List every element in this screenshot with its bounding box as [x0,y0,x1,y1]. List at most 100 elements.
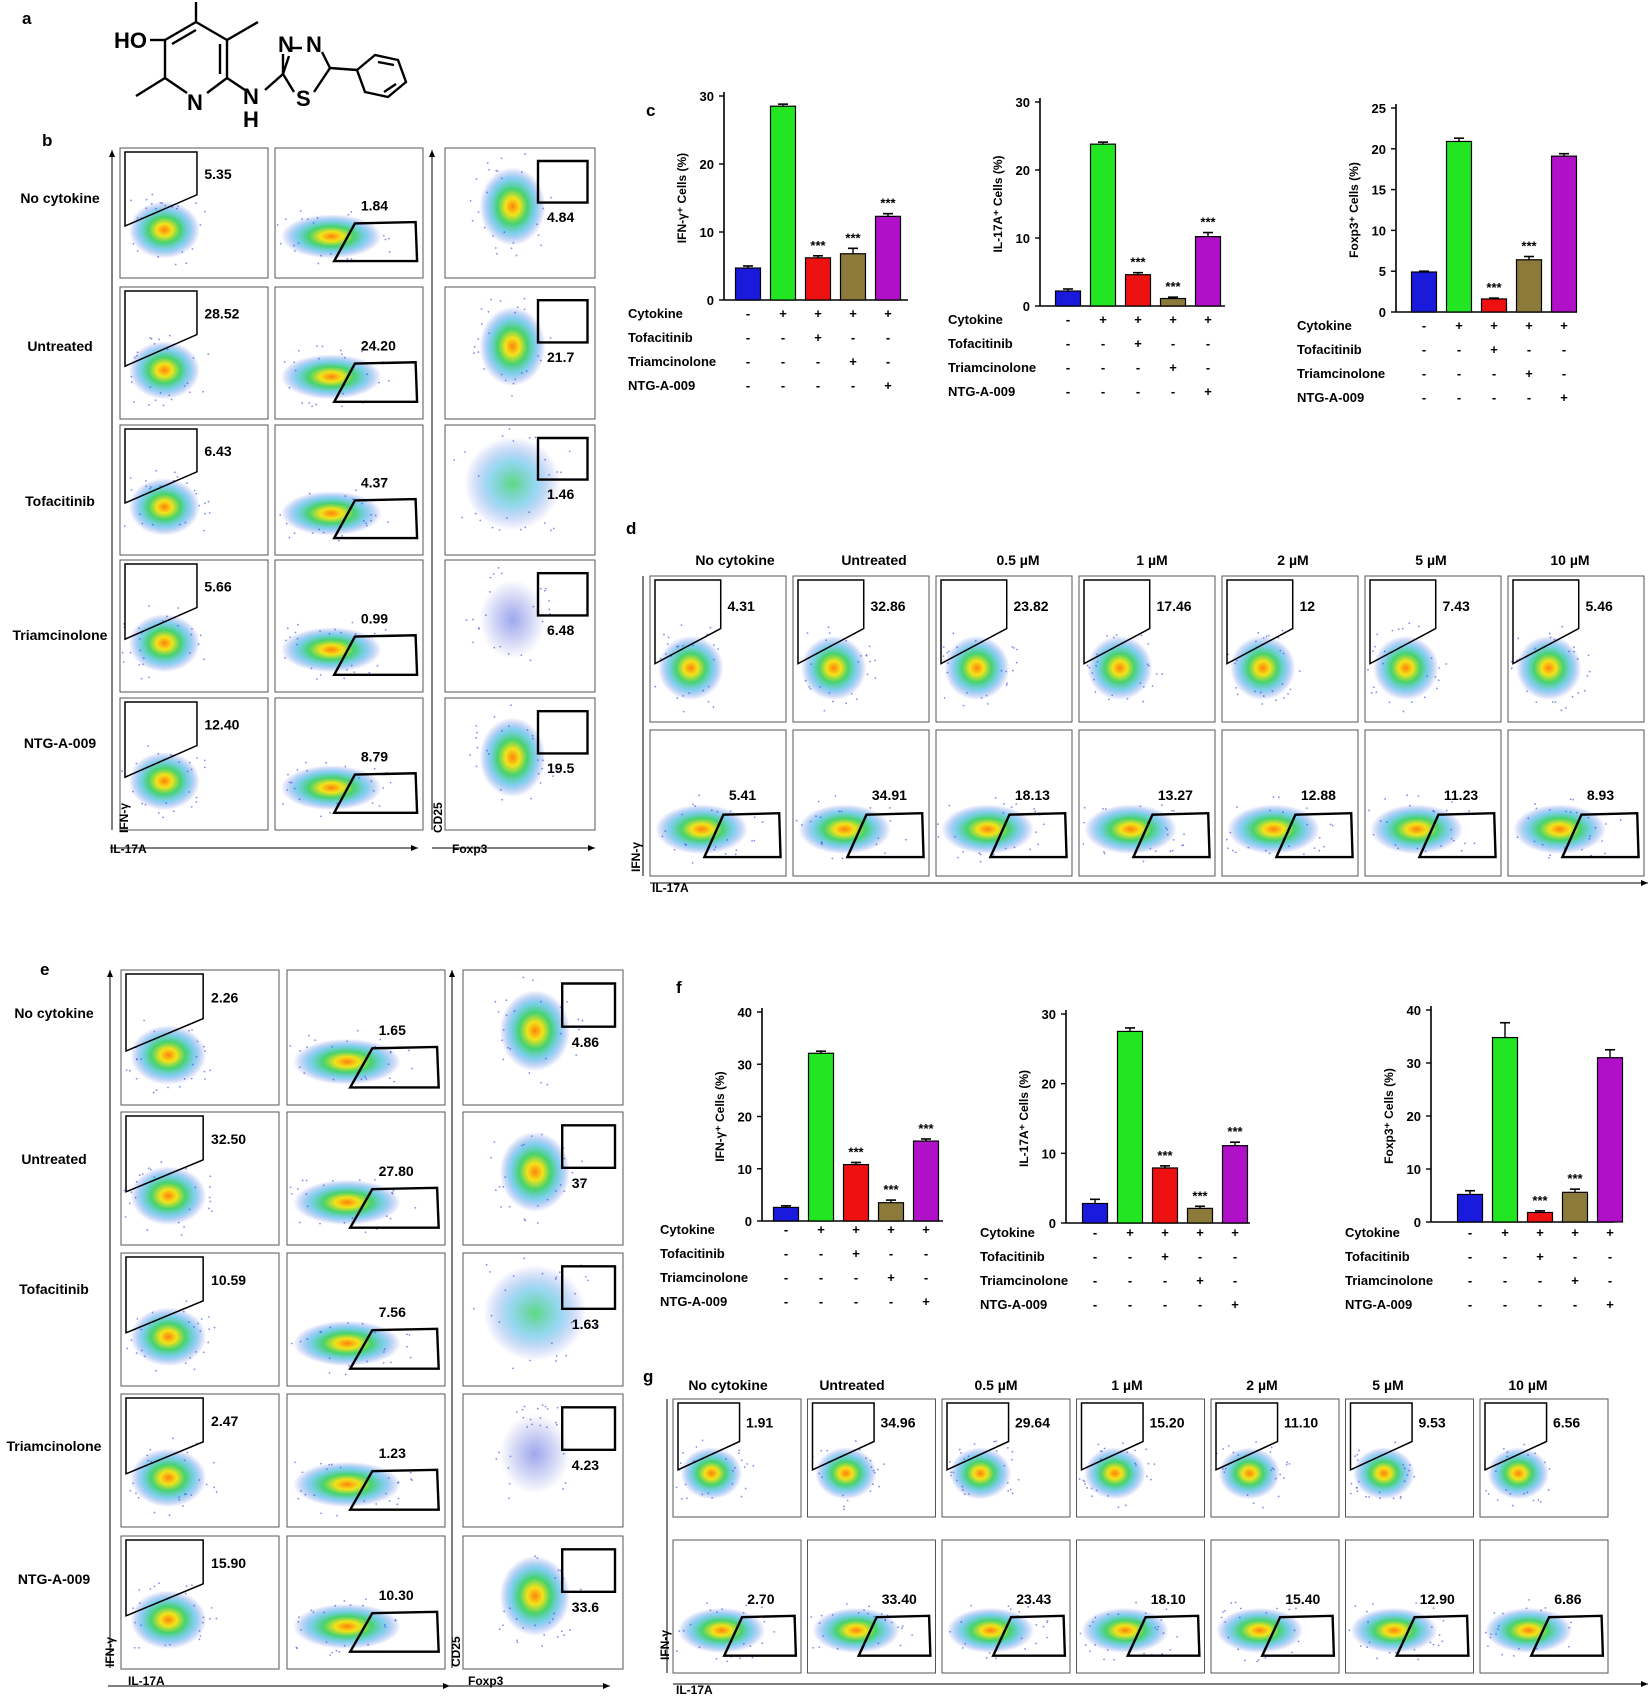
y-tick-label: 0 [1414,1215,1421,1230]
event-dot [471,219,474,222]
treatment-sign: + [814,306,822,321]
event-dot [502,1028,505,1031]
event-dot [817,800,820,803]
gate-percentage: 1.63 [572,1316,599,1332]
event-dot [305,1179,308,1182]
event-dot [1103,1447,1106,1450]
event-dot [162,816,164,819]
cell-density-cloud [128,478,200,536]
event-dot [158,1582,161,1585]
event-dot [1535,807,1538,810]
event-dot [148,404,150,406]
event-dot [204,512,206,515]
event-dot [138,1602,141,1605]
event-dot [1094,1644,1097,1646]
event-dot [963,1458,966,1460]
treatment-sign: - [1492,390,1496,405]
event-dot [673,848,676,851]
event-dot [724,853,727,855]
event-dot [995,1450,998,1452]
event-dot [1270,1446,1273,1449]
event-dot [707,685,710,688]
event-dot [294,1461,296,1464]
event-dot [184,1592,187,1595]
event-dot [299,1340,302,1343]
event-dot [1117,1506,1120,1509]
treatment-sign: + [1169,360,1177,375]
bar [874,215,902,301]
event-dot [500,572,503,575]
gate-percentage: 0.99 [361,610,388,626]
event-dot [195,202,197,205]
event-dot [296,1647,298,1650]
gate-percentage: 29.64 [1015,1414,1050,1430]
event-dot [208,511,211,514]
event-dot [1003,1464,1006,1467]
event-dot [809,820,812,823]
event-dot [297,1620,300,1623]
event-dot [1594,826,1597,829]
event-dot [1232,1451,1235,1454]
event-dot [1490,1633,1492,1636]
event-dot [502,1624,505,1627]
event-dot [1323,845,1325,848]
treatment-sign: + [852,1222,860,1237]
event-dot [492,573,495,575]
event-dot [846,1499,849,1502]
event-dot [145,207,148,210]
event-dot [905,838,907,841]
event-dot [1033,807,1036,810]
event-dot [1372,686,1375,689]
gate [561,1265,617,1311]
event-dot [831,857,834,860]
event-dot [184,1362,187,1365]
gate-percentage: 37 [572,1175,588,1191]
event-dot [511,1367,514,1370]
event-dot [1386,821,1388,823]
event-dot [1489,1636,1492,1639]
event-dot [845,1603,848,1605]
event-dot [191,1063,194,1066]
event-dot [1416,847,1419,850]
event-dot [1506,1455,1509,1458]
event-dot [1452,839,1455,842]
event-dot [519,528,522,531]
event-dot [1394,1651,1397,1654]
event-dot [550,196,552,199]
event-dot [967,1455,970,1458]
event-dot [306,769,309,772]
event-dot [320,254,322,257]
event-dot [1375,691,1378,694]
event-dot [508,1482,511,1485]
gate [991,1614,1067,1657]
event-dot [516,1639,518,1642]
event-dot [1401,627,1404,630]
treatment-sign: - [1093,1225,1097,1240]
gate [1394,1614,1470,1657]
gate-percentage: 5.66 [204,579,231,595]
event-dot [870,1466,873,1469]
event-dot [136,250,139,252]
event-dot [1535,701,1538,704]
gate [536,572,589,617]
event-dot [165,615,168,618]
event-dot [828,691,831,694]
event-dot [185,1492,188,1495]
event-dot [505,999,508,1002]
treatment-sign: - [1206,336,1210,351]
event-dot [195,1350,197,1353]
event-dot [141,1349,143,1352]
event-dot [1124,1504,1127,1507]
event-dot [1358,1449,1360,1452]
event-dot [1238,1616,1241,1619]
event-dot [141,802,144,805]
event-dot [532,979,534,982]
cell-density-cloud [130,1307,207,1367]
dose-header: 2 µM [1246,1377,1277,1393]
event-dot [504,1176,507,1179]
event-dot [1397,628,1400,631]
treatment-sign: - [781,330,785,345]
event-dot [1518,1647,1520,1650]
event-dot [486,749,489,752]
bar [1456,1193,1484,1223]
